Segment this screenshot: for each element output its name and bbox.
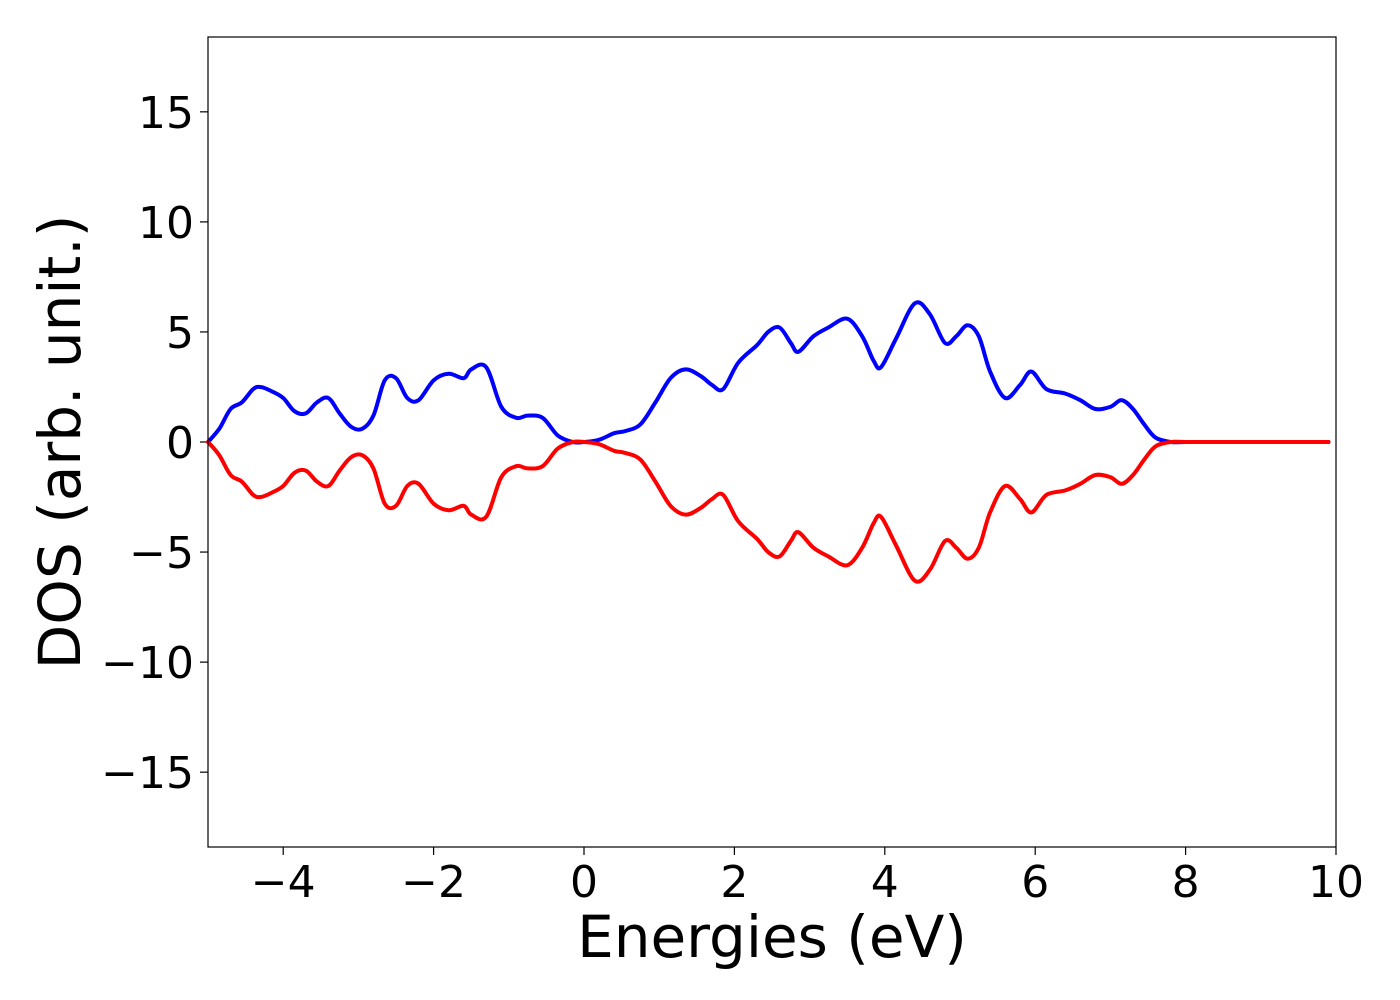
x-tick-label: 6 — [1021, 857, 1049, 908]
dos-series-line-positive — [206, 300, 1331, 445]
series-layer — [206, 300, 1331, 584]
x-tick-label: 0 — [570, 857, 598, 908]
x-tick-label: 4 — [871, 857, 899, 908]
y-axis-ticks: −15 −10 −5 0 5 10 15 — [101, 88, 208, 799]
x-axis-ticks: −4 −2 0 2 4 6 8 10 — [251, 847, 1364, 908]
y-tick-label: 0 — [166, 418, 194, 469]
y-tick-label: 5 — [166, 308, 194, 359]
x-tick-label: −2 — [401, 857, 466, 908]
y-tick-label: 15 — [138, 88, 194, 139]
y-tick-label: 10 — [138, 198, 194, 249]
y-tick-label: −10 — [101, 638, 194, 689]
y-axis-label: DOS (arb. unit.) — [26, 215, 94, 670]
y-tick-label: −15 — [101, 748, 194, 799]
x-tick-label: 10 — [1308, 857, 1364, 908]
x-tick-label: 8 — [1172, 857, 1200, 908]
plot-frame — [207, 36, 1337, 848]
x-tick-label: 2 — [720, 857, 748, 908]
y-tick-label: −5 — [129, 528, 194, 579]
x-axis-label: Energies (eV) — [577, 903, 967, 971]
x-tick-label: −4 — [251, 857, 316, 908]
dos-series-line-negative — [206, 439, 1331, 584]
